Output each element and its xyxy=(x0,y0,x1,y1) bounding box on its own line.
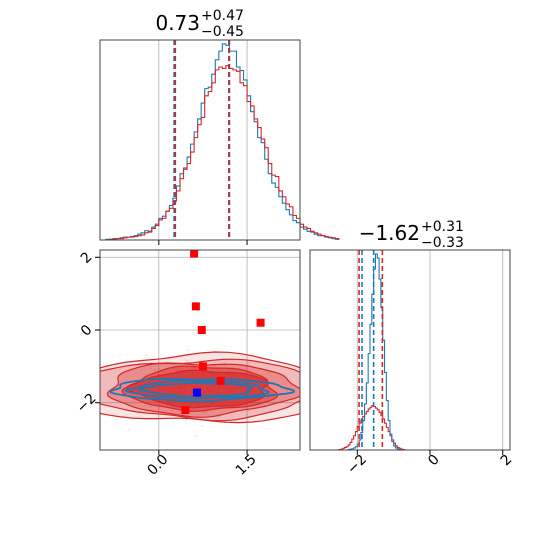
scatter-sample-point xyxy=(186,349,189,352)
tick-label-x: −2 xyxy=(344,452,370,478)
scatter-sample-point xyxy=(176,410,179,413)
panel-joint-frame xyxy=(99,249,301,451)
scatter-sample-point xyxy=(185,418,187,421)
marker-red-square xyxy=(181,406,190,414)
scatter-sample-point xyxy=(127,428,130,431)
scatter-sample-point xyxy=(214,406,216,409)
title-param2-minus: −0.33 xyxy=(421,235,464,251)
scatter-sample-point xyxy=(149,365,152,368)
contour-blue xyxy=(123,379,271,400)
scatter-sample-point xyxy=(171,409,173,412)
scatter-sample-point xyxy=(286,390,289,392)
scatter-sample-point xyxy=(248,410,251,413)
scatter-sample-point xyxy=(213,365,216,368)
scatter-sample-point xyxy=(189,412,192,415)
scatter-sample-point xyxy=(227,369,230,372)
title-param1-median: 0.73 xyxy=(155,11,200,35)
marker-red-square xyxy=(256,318,265,327)
marker-red-square xyxy=(190,250,199,258)
scatter-sample-point xyxy=(201,424,203,427)
scatter-sample-point xyxy=(206,407,209,409)
scatter-sample-point xyxy=(248,362,250,365)
scatter-sample-point xyxy=(178,412,181,414)
scatter-sample-point xyxy=(218,368,221,371)
title-param2-median: −1.62 xyxy=(359,221,420,245)
tick-label-x: 0.0 xyxy=(144,452,171,479)
marker-red-square xyxy=(197,326,206,334)
histogram-x1-red xyxy=(105,64,340,241)
scatter-sample-point xyxy=(204,411,207,414)
scatter-sample-point xyxy=(149,405,152,408)
panel-marginal-x1-frame xyxy=(99,39,301,241)
panel-marginal-x2: −2 0 2 xyxy=(309,249,516,478)
title-param2-plus: +0.31 xyxy=(421,219,464,235)
scatter-sample-point xyxy=(161,403,164,405)
scatter-sample-point xyxy=(231,370,233,373)
marker-red-square xyxy=(198,362,207,371)
title-param2: −1.62 +0.31 −0.33 xyxy=(359,219,464,251)
contour-blue xyxy=(108,377,295,403)
tick-label-y: −2 xyxy=(74,390,100,416)
scatter-sample-point xyxy=(175,369,178,371)
scatter-sample-point xyxy=(149,368,152,370)
tick-label-x: 0 xyxy=(425,452,443,470)
scatter-sample-point xyxy=(208,406,211,409)
title-param1-minus: −0.45 xyxy=(201,24,244,40)
scatter-sample-point xyxy=(211,368,214,371)
contour-blue xyxy=(138,382,254,398)
scatter-sample-point xyxy=(178,367,181,369)
tick-label-x: 1.5 xyxy=(233,452,260,479)
marker-red-square xyxy=(216,376,225,385)
scatter-sample-point xyxy=(216,369,219,372)
scatter-sample-point xyxy=(203,411,206,414)
marker-red-square xyxy=(191,302,200,311)
scatter-sample-point xyxy=(167,404,169,407)
scatter-sample-point xyxy=(85,416,87,418)
scatter-sample-point xyxy=(170,370,173,372)
marker-blue-square xyxy=(193,388,202,397)
scatter-sample-point xyxy=(218,415,221,418)
histogram-x2-red xyxy=(338,405,409,451)
panel-joint: 0.0 1.5 −2 0 2 xyxy=(74,249,308,479)
scatter-sample-point xyxy=(153,369,156,372)
tick-label-y: 2 xyxy=(78,249,96,267)
panel-marginal-x2-frame xyxy=(309,249,511,451)
scatter-sample-point xyxy=(230,414,233,417)
scatter-sample-point xyxy=(306,384,308,386)
tick-label-y: 0 xyxy=(78,322,96,340)
scatter-sample-point xyxy=(145,354,147,356)
scatter-sample-point xyxy=(176,369,179,372)
scatter-sample-point xyxy=(194,435,197,437)
scatter-sample-point xyxy=(172,367,175,370)
scatter-sample-point xyxy=(267,372,270,375)
title-param1: 0.73 +0.47 −0.45 xyxy=(155,8,243,40)
scatter-sample-point xyxy=(144,373,146,376)
scatter-sample-point xyxy=(227,370,230,373)
scatter-sample-point xyxy=(223,361,226,364)
tick-label-x: 2 xyxy=(498,452,516,470)
scatter-sample-point xyxy=(186,359,188,362)
title-param1-plus: +0.47 xyxy=(201,8,244,24)
panel-marginal-x1 xyxy=(99,39,340,245)
